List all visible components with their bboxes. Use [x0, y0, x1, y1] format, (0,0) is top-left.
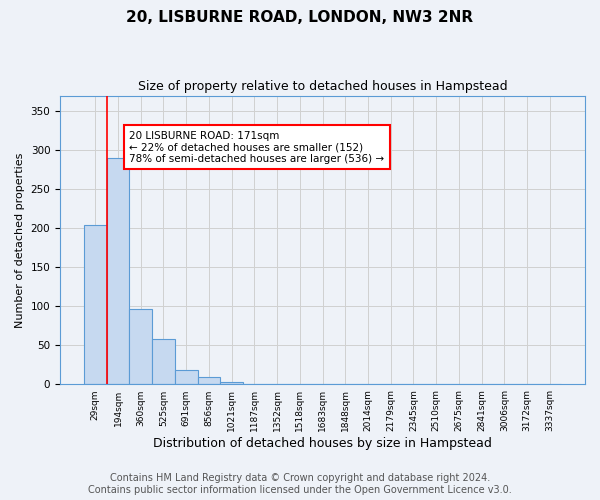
Bar — [130, 308, 152, 384]
Text: Contains HM Land Registry data © Crown copyright and database right 2024.
Contai: Contains HM Land Registry data © Crown c… — [88, 474, 512, 495]
Text: 20 LISBURNE ROAD: 171sqm
← 22% of detached houses are smaller (152)
78% of semi-: 20 LISBURNE ROAD: 171sqm ← 22% of detach… — [130, 130, 385, 164]
Text: 20, LISBURNE ROAD, LONDON, NW3 2NR: 20, LISBURNE ROAD, LONDON, NW3 2NR — [127, 10, 473, 25]
Bar — [197, 376, 220, 384]
Bar — [220, 382, 243, 384]
Y-axis label: Number of detached properties: Number of detached properties — [15, 152, 25, 328]
Bar — [175, 370, 197, 384]
Title: Size of property relative to detached houses in Hampstead: Size of property relative to detached ho… — [138, 80, 508, 93]
Bar — [84, 225, 107, 384]
Bar — [152, 339, 175, 384]
X-axis label: Distribution of detached houses by size in Hampstead: Distribution of detached houses by size … — [153, 437, 492, 450]
Bar — [107, 158, 130, 384]
